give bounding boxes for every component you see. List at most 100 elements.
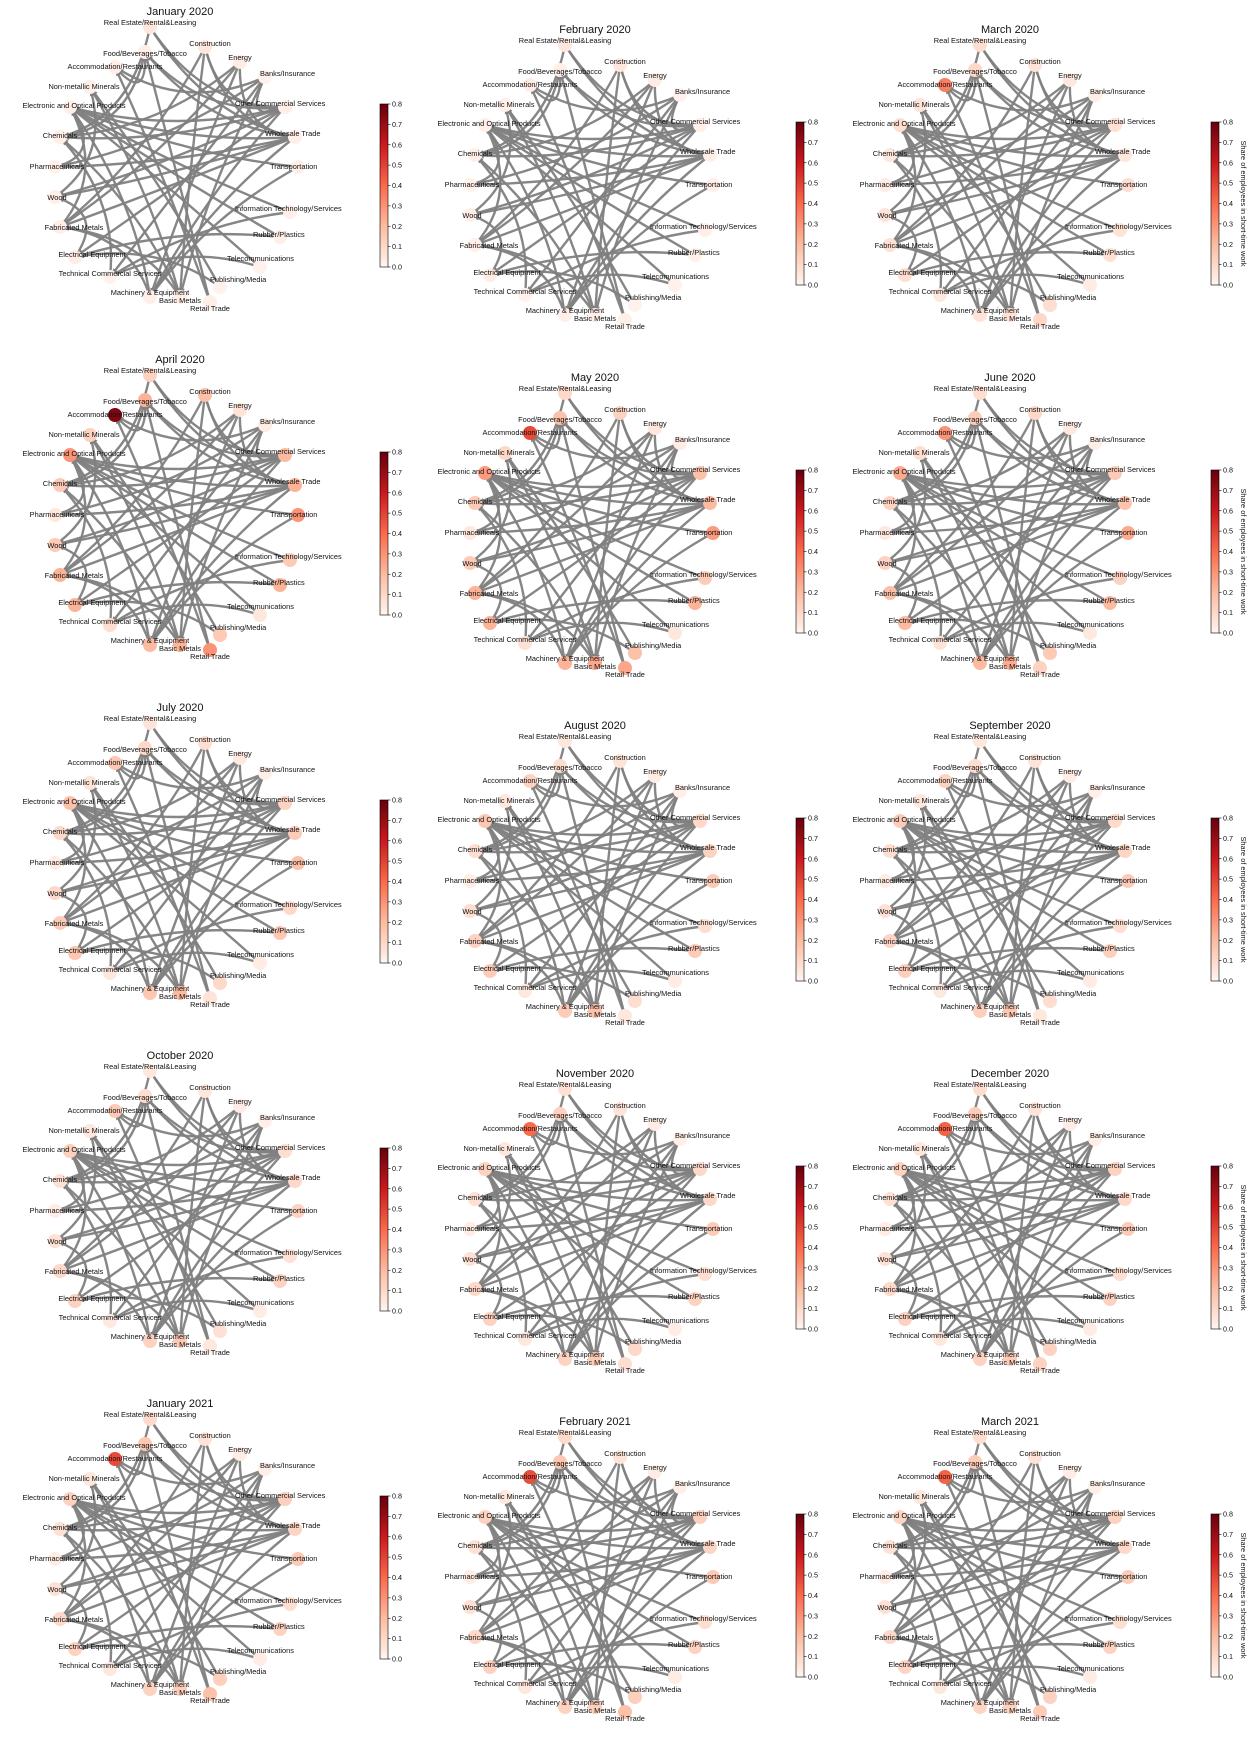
sector-label: Banks/Insurance [675,783,730,792]
network-edge [143,1443,212,1695]
sector-node [278,1144,292,1158]
sector-label: Rubber/Plastics [1083,596,1135,605]
sector-label: Technical Commercial Services [889,1331,992,1340]
network-edge [59,1105,241,1272]
network-edge [474,820,502,942]
sector-node [198,388,212,402]
sector-node [63,796,77,810]
network-edge [59,832,113,974]
sector-label: Other Commercial Services [235,447,326,456]
sector-node [973,1082,987,1096]
sector-label: Publishing/Media [1040,293,1097,302]
sector-label: Wholesale Trade [265,477,320,486]
network-edge [899,123,1126,158]
sector-node [258,70,272,84]
sector-label: Telecommunications [1057,1664,1124,1673]
sector-node [291,1204,305,1218]
network-edge [919,104,1052,306]
sector-node [1113,223,1127,237]
sector-label: Information Technology/Services [235,204,342,213]
network-edge [884,1148,927,1260]
sector-node [138,393,152,407]
sector-label: Accommodation/Restaurants [483,1472,578,1481]
sector-label: Publishing/Media [625,293,682,302]
network-edge [89,1478,222,1680]
sector-label: Retail Trade [190,304,230,313]
sector-node [253,1652,267,1666]
sector-label: Technical Commercial Services [59,1313,162,1322]
sector-node [1003,308,1017,322]
sector-label: Other Commercial Services [650,813,741,822]
colorbar-tick-label: 0.8 [808,466,818,475]
sector-node [68,250,82,264]
colorbar-tick-label: 0.6 [808,1202,818,1211]
sector-label: Transportation [1100,180,1147,189]
sector-node [973,308,987,322]
network-edge [474,850,528,992]
network-edge [489,598,696,625]
sector-label: Accommodation/Restaurants [68,1106,163,1115]
sector-label: Information Technology/Services [1065,918,1172,927]
network-edge [54,1150,85,1213]
sector-label: Telecommunications [642,620,709,629]
network-edge [899,471,1116,489]
network-edge [558,69,627,321]
sector-node [1033,1009,1047,1023]
sector-node [143,986,157,1000]
sector-node [273,578,287,592]
colorbar: 0.0 0.1 0.2 0.3 0.4 0.5 0.6 0.7 0.8 Share of empl… [1210,118,1248,290]
sector-label: Other Commercial Services [1065,1509,1156,1518]
network-edge [524,621,676,645]
sector-node [1121,1222,1135,1236]
network-edge [489,966,636,1002]
sector-label: Electronic and Optical Products [437,119,540,128]
network-edge [88,1478,182,1690]
sector-label: Basic Metals [574,1358,616,1367]
network-edge [74,232,281,259]
sector-label: Technical Commercial Services [59,617,162,626]
sector-label: Retail Trade [1020,1714,1060,1723]
sector-label: Machinery & Equipment [526,306,604,315]
sector-node [883,934,897,948]
sector-label: Energy [1058,1115,1082,1124]
network-edge [54,782,97,894]
network-edge [973,69,1042,321]
network-edge [884,790,1096,883]
sector-node [48,190,62,204]
colorbar-tick-label: 0.3 [1223,1611,1233,1620]
colorbar-tick-label: 0.1 [808,956,818,965]
sector-label: Publishing/Media [625,989,682,998]
sector-label: Telecommunications [642,968,709,977]
network-edge [889,154,943,296]
network-edge [484,471,714,535]
network-edge [69,1149,296,1184]
colorbar-tick-label: 0.8 [1223,814,1233,823]
colorbar-tick-label: 0.8 [392,1492,402,1501]
sector-node [558,308,572,322]
sector-node [913,446,927,460]
network-edge [474,765,562,853]
network-edge [884,1257,918,1320]
sector-node [498,794,512,808]
sector-label: Publishing/Media [625,1685,682,1694]
network-edge [469,442,681,535]
network-edge [74,600,221,636]
sector-node [253,260,267,274]
sector-label: Accommodation/Restaurants [68,758,163,767]
sector-node [898,964,912,978]
sector-node [203,991,217,1005]
colorbar-tick-label: 0.7 [808,834,818,843]
sector-label: Energy [643,71,667,80]
sector-label: Food/Beverages/Tobacco [518,763,602,772]
sector-node [933,1332,947,1346]
network-edge [54,86,97,198]
network-edge [59,484,113,626]
sector-label: Electronic and Optical Products [437,1163,540,1172]
sector-node [878,904,892,918]
sector-node [468,148,482,162]
network-edge [489,946,696,973]
sector-node [468,844,482,858]
network-edge [474,1123,656,1290]
sector-node [468,1192,482,1206]
network-edge [884,1168,915,1231]
